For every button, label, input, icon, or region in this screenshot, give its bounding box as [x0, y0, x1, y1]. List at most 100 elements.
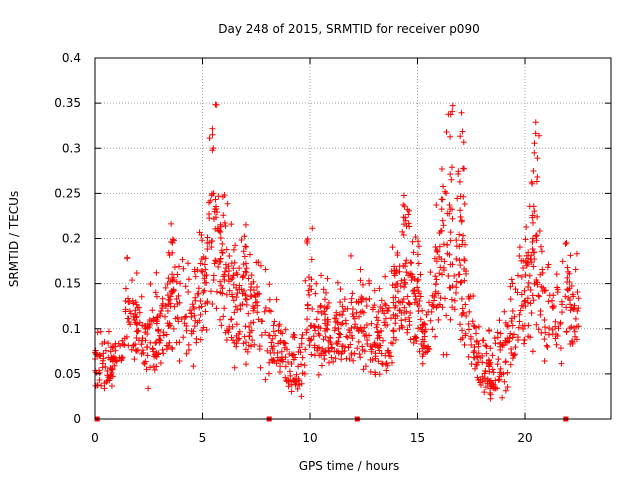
data-point	[185, 346, 192, 353]
y-tick-label: 0.3	[62, 141, 81, 155]
data-point	[448, 296, 455, 303]
data-point	[222, 223, 229, 230]
data-point	[494, 329, 501, 336]
data-point	[496, 317, 503, 324]
data-point	[390, 327, 397, 334]
data-point	[208, 288, 215, 295]
data-point	[169, 345, 176, 352]
data-point	[191, 268, 198, 275]
data-point	[382, 273, 389, 280]
data-point	[397, 307, 404, 314]
data-point	[440, 183, 447, 190]
data-point	[304, 302, 311, 309]
data-point	[326, 359, 333, 366]
data-point	[446, 201, 453, 208]
data-point	[441, 295, 448, 302]
data-point	[411, 287, 418, 294]
data-point	[169, 271, 176, 278]
data-point	[127, 321, 134, 328]
data-point	[436, 270, 443, 277]
data-point	[335, 325, 342, 332]
data-point	[407, 259, 414, 266]
data-point	[198, 303, 205, 310]
data-point	[489, 352, 496, 359]
data-point	[213, 101, 220, 108]
data-point	[404, 293, 411, 300]
data-point	[225, 267, 232, 274]
data-point	[270, 328, 277, 335]
data-point	[290, 356, 297, 363]
data-point	[512, 344, 519, 351]
data-point	[518, 291, 525, 298]
data-point	[122, 308, 129, 315]
data-point	[403, 269, 410, 276]
data-point	[248, 284, 255, 290]
data-point	[402, 260, 409, 267]
data-point	[460, 139, 467, 146]
data-point	[228, 334, 235, 341]
data-point	[438, 165, 445, 172]
data-point	[419, 345, 426, 352]
data-point	[325, 344, 332, 351]
data-point	[308, 322, 315, 329]
data-point	[273, 296, 280, 303]
data-point	[192, 317, 199, 324]
data-point	[169, 249, 176, 256]
data-point	[520, 257, 527, 264]
data-point	[105, 340, 112, 347]
data-point	[217, 234, 224, 241]
axis-ticks	[94, 57, 611, 420]
data-point	[324, 326, 331, 333]
data-point	[173, 295, 180, 302]
data-point	[396, 268, 403, 275]
data-point	[469, 318, 476, 325]
data-point	[311, 352, 318, 359]
data-point	[218, 247, 225, 254]
data-point	[262, 376, 269, 383]
data-point	[376, 285, 383, 292]
data-point	[496, 369, 503, 376]
data-point	[507, 330, 514, 337]
data-point	[328, 345, 335, 352]
data-point	[524, 295, 531, 302]
y-tick-labels: 0 0.05 0.1 0.15 0.2 0.25 0.3 0.35 0.4	[54, 51, 81, 426]
data-point	[282, 374, 289, 381]
data-point	[197, 297, 204, 304]
data-point	[315, 323, 322, 330]
data-point	[368, 348, 375, 355]
data-point	[565, 294, 572, 301]
data-point	[381, 300, 388, 307]
data-point	[353, 309, 360, 316]
data-point	[208, 244, 215, 251]
data-point	[552, 335, 559, 342]
data-point	[308, 351, 315, 358]
data-point	[112, 343, 119, 350]
data-point	[533, 178, 540, 185]
data-point	[425, 343, 432, 350]
data-point	[164, 307, 171, 314]
data-point	[381, 310, 388, 317]
data-point	[431, 255, 438, 262]
data-point	[537, 311, 544, 318]
data-point	[461, 256, 468, 263]
data-point	[437, 264, 444, 271]
data-point	[159, 304, 166, 311]
data-point	[534, 281, 541, 288]
data-point	[279, 356, 286, 363]
data-point	[153, 269, 160, 276]
data-point	[240, 248, 247, 255]
data-point	[313, 280, 320, 287]
data-point	[282, 326, 289, 333]
data-point	[254, 290, 261, 297]
data-point	[136, 309, 143, 316]
data-point	[129, 277, 136, 284]
data-point	[558, 360, 565, 367]
data-point	[466, 326, 473, 333]
data-point	[412, 296, 419, 303]
data-point	[564, 274, 571, 281]
data-point	[356, 351, 363, 358]
data-point	[133, 335, 140, 342]
data-point	[237, 305, 244, 312]
data-point	[453, 255, 460, 262]
data-point	[550, 303, 557, 310]
